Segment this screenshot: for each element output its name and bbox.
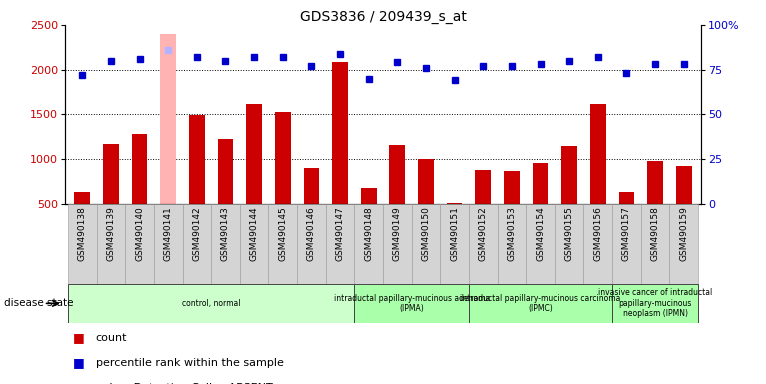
Text: intraductal papillary-mucinous carcinoma
(IPMC): intraductal papillary-mucinous carcinoma… xyxy=(460,294,620,313)
Bar xyxy=(383,204,411,284)
Bar xyxy=(526,204,555,284)
Bar xyxy=(640,204,669,284)
Bar xyxy=(476,170,491,248)
Bar xyxy=(326,204,355,284)
Bar xyxy=(303,168,319,248)
Text: GSM490154: GSM490154 xyxy=(536,206,545,261)
Text: GSM490142: GSM490142 xyxy=(192,206,201,261)
Bar xyxy=(361,188,377,248)
Bar xyxy=(68,204,97,284)
Bar xyxy=(355,204,383,284)
Text: GSM490153: GSM490153 xyxy=(507,206,516,261)
Text: GSM490149: GSM490149 xyxy=(393,206,402,261)
Bar xyxy=(555,204,584,284)
Bar xyxy=(297,204,326,284)
Text: GSM490141: GSM490141 xyxy=(164,206,172,261)
Text: GSM490138: GSM490138 xyxy=(78,206,87,261)
Bar xyxy=(332,61,348,248)
Bar xyxy=(612,284,698,323)
Text: control, normal: control, normal xyxy=(182,299,241,308)
Bar xyxy=(211,204,240,284)
Text: GSM490155: GSM490155 xyxy=(565,206,574,261)
Text: GSM490145: GSM490145 xyxy=(278,206,287,261)
Text: GSM490156: GSM490156 xyxy=(594,206,602,261)
Bar xyxy=(246,104,262,248)
Bar xyxy=(275,113,290,248)
Text: GSM490159: GSM490159 xyxy=(679,206,688,261)
Bar xyxy=(498,204,526,284)
Bar xyxy=(389,146,405,248)
Bar xyxy=(160,34,176,248)
Text: GSM490147: GSM490147 xyxy=(336,206,345,261)
Bar xyxy=(440,204,469,284)
Text: GSM490146: GSM490146 xyxy=(307,206,316,261)
Bar xyxy=(619,192,634,248)
Bar xyxy=(469,284,612,323)
Bar xyxy=(418,159,434,248)
Text: GSM490140: GSM490140 xyxy=(135,206,144,261)
Bar xyxy=(189,115,205,248)
Text: GSM490158: GSM490158 xyxy=(650,206,660,261)
Text: count: count xyxy=(96,333,127,343)
Bar xyxy=(103,144,119,248)
Text: GSM490139: GSM490139 xyxy=(106,206,116,261)
Text: GSM490152: GSM490152 xyxy=(479,206,488,261)
Text: invasive cancer of intraductal
papillary-mucinous
neoplasm (IPMN): invasive cancer of intraductal papillary… xyxy=(598,288,712,318)
Text: GSM490150: GSM490150 xyxy=(421,206,430,261)
Bar xyxy=(132,134,147,248)
Text: GSM490143: GSM490143 xyxy=(221,206,230,261)
Title: GDS3836 / 209439_s_at: GDS3836 / 209439_s_at xyxy=(300,10,466,24)
Text: percentile rank within the sample: percentile rank within the sample xyxy=(96,358,283,368)
Bar xyxy=(647,161,663,248)
Bar xyxy=(612,204,640,284)
Text: intraductal papillary-mucinous adenoma
(IPMA): intraductal papillary-mucinous adenoma (… xyxy=(333,294,489,313)
Bar xyxy=(532,163,548,248)
Bar xyxy=(154,204,182,284)
Bar xyxy=(447,203,463,248)
Bar xyxy=(68,284,355,323)
Bar xyxy=(240,204,268,284)
Text: ■: ■ xyxy=(73,381,84,384)
Bar xyxy=(182,204,211,284)
Bar xyxy=(669,204,698,284)
Bar xyxy=(590,104,606,248)
Bar xyxy=(561,146,577,248)
Bar xyxy=(97,204,126,284)
Text: GSM490144: GSM490144 xyxy=(250,206,259,261)
Text: GSM490148: GSM490148 xyxy=(364,206,373,261)
Bar xyxy=(268,204,297,284)
Bar xyxy=(411,204,440,284)
Bar xyxy=(218,139,234,248)
Text: value, Detection Call = ABSENT: value, Detection Call = ABSENT xyxy=(96,383,273,384)
Text: disease state: disease state xyxy=(4,298,74,308)
Text: GSM490151: GSM490151 xyxy=(450,206,459,261)
Bar xyxy=(355,284,469,323)
Bar xyxy=(584,204,612,284)
Bar xyxy=(74,192,90,248)
Bar xyxy=(469,204,498,284)
Bar xyxy=(126,204,154,284)
Text: ■: ■ xyxy=(73,356,84,369)
Text: GSM490157: GSM490157 xyxy=(622,206,631,261)
Bar xyxy=(504,171,520,248)
Text: ■: ■ xyxy=(73,331,84,344)
Bar xyxy=(676,166,692,248)
